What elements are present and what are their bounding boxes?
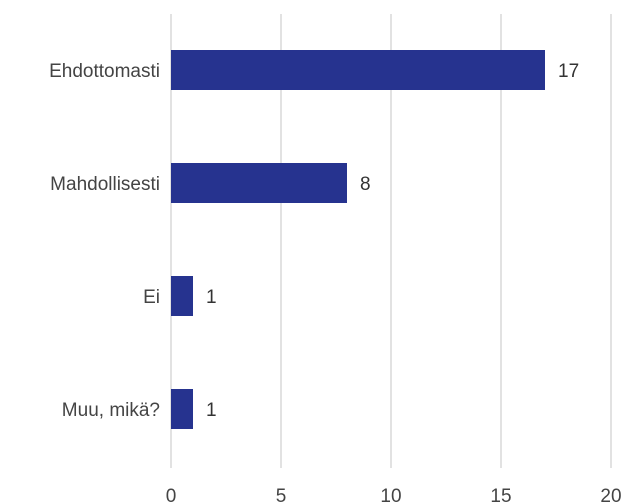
bar-0 — [171, 50, 545, 90]
x-tick-label: 20 — [600, 486, 621, 504]
category-label: Muu, mikä? — [62, 400, 160, 421]
category-labels: Ehdottomasti Mahdollisesti Ei Muu, mikä? — [49, 61, 160, 421]
x-axis-tick-labels: 0 5 10 15 20 — [166, 486, 622, 504]
value-label: 1 — [206, 400, 217, 421]
bar-2 — [171, 276, 193, 316]
x-tick-label: 15 — [490, 486, 511, 504]
x-tick-label: 0 — [166, 486, 177, 504]
bar-1 — [171, 163, 347, 203]
category-label: Mahdollisesti — [50, 174, 160, 195]
bar-3 — [171, 389, 193, 429]
category-label: Ehdottomasti — [49, 61, 160, 82]
x-tick-label: 5 — [276, 486, 287, 504]
category-label: Ei — [143, 287, 160, 308]
value-label: 17 — [558, 61, 579, 82]
value-label: 1 — [206, 287, 217, 308]
value-labels: 17 8 1 1 — [206, 61, 579, 421]
bars — [171, 50, 545, 429]
x-tick-label: 10 — [380, 486, 401, 504]
value-label: 8 — [360, 174, 371, 195]
